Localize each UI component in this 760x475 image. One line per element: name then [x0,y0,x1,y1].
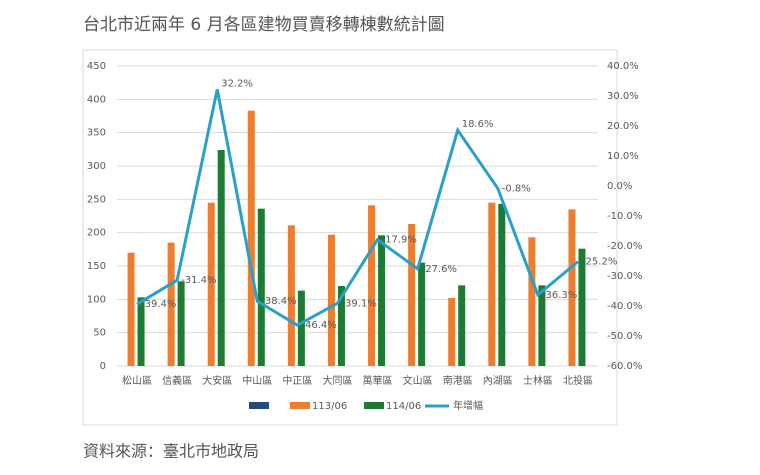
x-tick-label: 南港區 [443,374,473,387]
line-series [136,89,579,327]
bar [498,204,506,366]
y2-tick-label: 0.0% [607,181,632,192]
bar [257,208,265,366]
y-tick-label: 0 [100,361,106,372]
chart-frame [82,49,618,426]
legend-label: 114/06 [386,401,421,412]
x-tick-label: 文山區 [403,374,433,387]
x-tick-label: 士林區 [523,374,553,387]
bar [568,209,576,366]
y2-tick-label: 10.0% [607,151,639,162]
x-tick-label: 萬華區 [363,374,393,387]
bar [488,202,496,366]
y-tick-label: 300 [87,161,106,172]
bar [378,235,386,366]
data-label: -38.4% [261,296,296,307]
data-label: -0.8% [502,183,531,194]
bar [418,262,426,366]
bar [458,285,466,366]
y-tick-label: 450 [87,61,106,72]
y-tick-label: 100 [87,294,106,305]
bar [167,242,175,366]
y2-tick-label: -60.0% [607,361,642,372]
source-note: 資料來源：臺北市地政局 [83,442,259,461]
y-tick-label: 250 [87,194,106,205]
x-tick-label: 內湖區 [483,375,513,387]
data-label: 32.2% [221,78,253,89]
bar [297,290,305,366]
y2-tick-label: -50.0% [607,331,642,342]
y2-tick-label: 40.0% [607,61,639,72]
bar [538,285,546,366]
legend-swatch [249,402,269,409]
x-tick-label: 中山區 [242,374,272,387]
y-tick-label: 150 [87,261,106,272]
data-label: 18.6% [462,119,494,130]
x-tick-label: 大同區 [322,374,352,387]
y2-tick-label: -40.0% [607,301,642,312]
y2-tick-label: 20.0% [607,121,639,132]
y-tick-label: 50 [93,328,106,339]
bar [368,205,376,366]
chart-title: 台北市近兩年 6 月各區建物買賣移轉棟數統計圖 [83,15,445,35]
bar [127,252,135,366]
bar [247,110,255,367]
x-tick-label: 松山區 [122,374,152,387]
x-tick-label: 信義區 [162,374,192,387]
bar [337,286,345,366]
legend-swatch [364,402,384,409]
bar [448,298,456,366]
bar [408,224,416,366]
x-tick-label: 大安區 [202,374,232,387]
bar [327,234,335,366]
y2-tick-label: 30.0% [607,91,639,102]
y-tick-label: 200 [87,228,106,239]
y2-tick-label: -20.0% [607,241,642,252]
bar [578,248,586,366]
data-label: -17.9% [382,235,417,246]
data-label: -27.6% [422,264,457,275]
y2-tick-label: -30.0% [607,271,642,282]
y-tick-label: 400 [87,94,106,105]
x-tick-label: 中正區 [282,374,312,387]
legend-label: 年增幅 [453,399,483,412]
legend-label: 113/06 [312,401,347,412]
bar [217,150,225,366]
y2-tick-label: -10.0% [607,211,642,222]
data-label: -46.4% [301,320,336,331]
bar [207,202,215,366]
legend-swatch [290,402,310,409]
data-label: -31.4% [181,275,216,286]
data-label: -39.1% [341,298,376,309]
data-label: -39.4% [141,299,176,310]
data-label: -25.2% [582,257,617,268]
x-tick-label: 北投區 [563,374,593,387]
bar [177,281,185,366]
bar [287,225,295,366]
bar [137,297,145,366]
data-label: -36.3% [542,290,577,301]
y-tick-label: 350 [87,128,106,139]
bar [528,237,536,366]
